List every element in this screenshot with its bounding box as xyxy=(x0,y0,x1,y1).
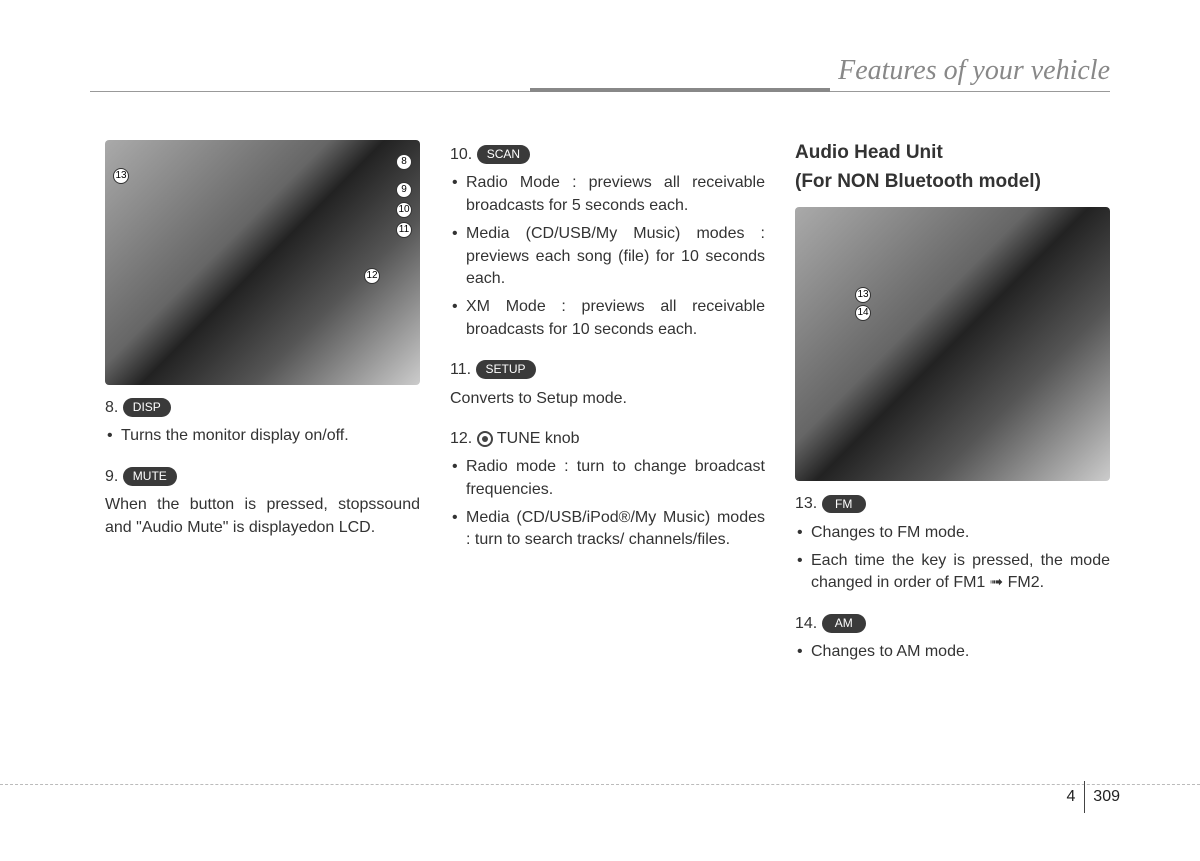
setup-button-label: SETUP xyxy=(476,360,536,379)
column-1: 8 9 10 11 12 13 8. DISP Turns the monito… xyxy=(105,140,420,682)
callout-13: 13 xyxy=(113,168,129,184)
page-num-val: 309 xyxy=(1093,788,1120,805)
item-12-label: TUNE knob xyxy=(497,430,580,447)
item-11: 11. SETUP Converts to Setup mode. xyxy=(450,359,765,410)
scan-button-label: SCAN xyxy=(477,145,530,164)
callout-11: 11 xyxy=(396,222,412,238)
header-accent xyxy=(530,88,830,92)
item-8: 8. DISP Turns the monitor display on/off… xyxy=(105,397,420,448)
item-9-desc: When the button is pressed, stopssound a… xyxy=(105,494,420,539)
audio-heading-1: Audio Head Unit xyxy=(795,140,1110,167)
item-12-b1: Radio mode : turn to change broadcast fr… xyxy=(450,456,765,501)
chapter-num: 4 xyxy=(1066,788,1075,805)
item-12-b2: Media (CD/USB/iPod®/My Music) modes : tu… xyxy=(450,507,765,552)
item-12-num: 12. xyxy=(450,430,472,447)
callout-9: 9 xyxy=(396,182,412,198)
item-14: 14. AM Changes to AM mode. xyxy=(795,613,1110,664)
section-title: Features of your vehicle xyxy=(838,55,1110,87)
item-10: 10. SCAN Radio Mode : previews all recei… xyxy=(450,144,765,341)
item-13-num: 13. xyxy=(795,495,817,512)
item-9: 9. MUTE When the button is pressed, stop… xyxy=(105,466,420,539)
disp-button-label: DISP xyxy=(123,398,171,417)
callout-10: 10 xyxy=(396,202,412,218)
callout-13b: 13 xyxy=(855,287,871,303)
audio-unit-image-1: 8 9 10 11 12 13 xyxy=(105,140,420,385)
am-button-label: AM xyxy=(822,614,866,633)
item-8-desc: Turns the monitor display on/off. xyxy=(105,425,420,447)
callout-14: 14 xyxy=(855,305,871,321)
knob-icon xyxy=(477,431,493,447)
item-11-num: 11. xyxy=(450,361,471,378)
item-12: 12. TUNE knob Radio mode : turn to chang… xyxy=(450,428,765,552)
item-10-b3: XM Mode : previews all receivable broadc… xyxy=(450,296,765,341)
content-area: 8 9 10 11 12 13 8. DISP Turns the monito… xyxy=(105,140,1110,682)
callout-8: 8 xyxy=(396,154,412,170)
item-11-desc: Converts to Setup mode. xyxy=(450,388,765,410)
audio-heading-2: (For NON Bluetooth model) xyxy=(795,169,1110,196)
footer-divider xyxy=(0,784,1200,785)
callout-12: 12 xyxy=(364,268,380,284)
item-10-b2: Media (CD/USB/My Music) modes : previews… xyxy=(450,223,765,290)
column-3: Audio Head Unit (For NON Bluetooth model… xyxy=(795,140,1110,682)
mute-button-label: MUTE xyxy=(123,467,177,486)
column-2: 10. SCAN Radio Mode : previews all recei… xyxy=(450,140,765,682)
item-14-num: 14. xyxy=(795,615,817,632)
page-header: Features of your vehicle xyxy=(90,55,1110,92)
fm-button-label: FM xyxy=(822,495,866,514)
page-sep xyxy=(1084,781,1085,813)
item-9-num: 9. xyxy=(105,468,118,485)
item-8-num: 8. xyxy=(105,399,118,416)
item-13-b1: Changes to FM mode. xyxy=(795,522,1110,544)
item-13: 13. FM Changes to FM mode. Each time the… xyxy=(795,493,1110,595)
item-10-num: 10. xyxy=(450,146,472,163)
audio-unit-image-2: 13 14 xyxy=(795,207,1110,481)
item-13-b2: Each time the key is pressed, the mode c… xyxy=(795,550,1110,595)
page-number: 4 309 xyxy=(1066,781,1120,813)
item-10-b1: Radio Mode : previews all receivable bro… xyxy=(450,172,765,217)
item-14-desc: Changes to AM mode. xyxy=(795,641,1110,663)
